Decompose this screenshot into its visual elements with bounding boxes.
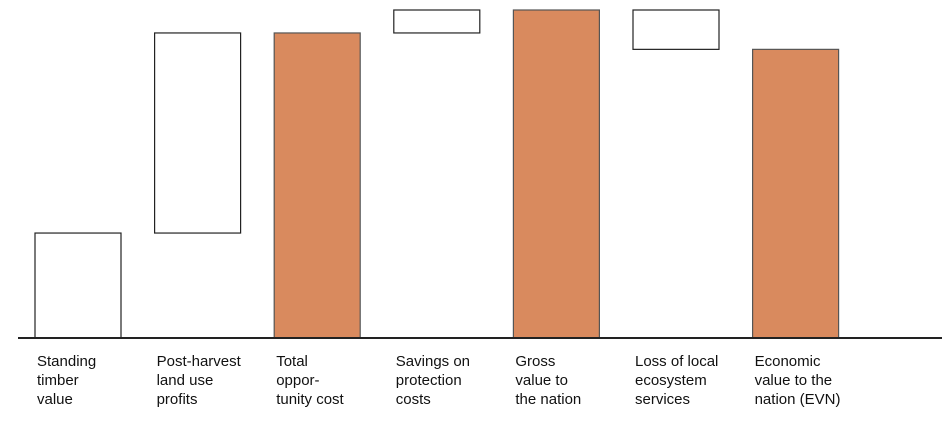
category-label: Post-harvest land use profits — [156, 353, 241, 408]
category-label: Gross value to the nation — [515, 353, 582, 408]
category-label: Loss of local ecosystem services — [635, 353, 719, 408]
total-bar — [751, 48, 840, 339]
category-label: Total oppor- tunity cost — [276, 353, 344, 408]
step-bar — [632, 9, 720, 50]
category-label: Savings on protection costs — [395, 353, 471, 408]
step-bar — [154, 32, 242, 234]
category-label: Economic value to the nation (EVN) — [754, 353, 841, 408]
step-bar — [393, 9, 481, 34]
total-bar — [273, 32, 361, 339]
step-bar — [34, 232, 122, 339]
total-bar — [512, 9, 601, 339]
category-label: Standing timber value — [37, 353, 97, 408]
